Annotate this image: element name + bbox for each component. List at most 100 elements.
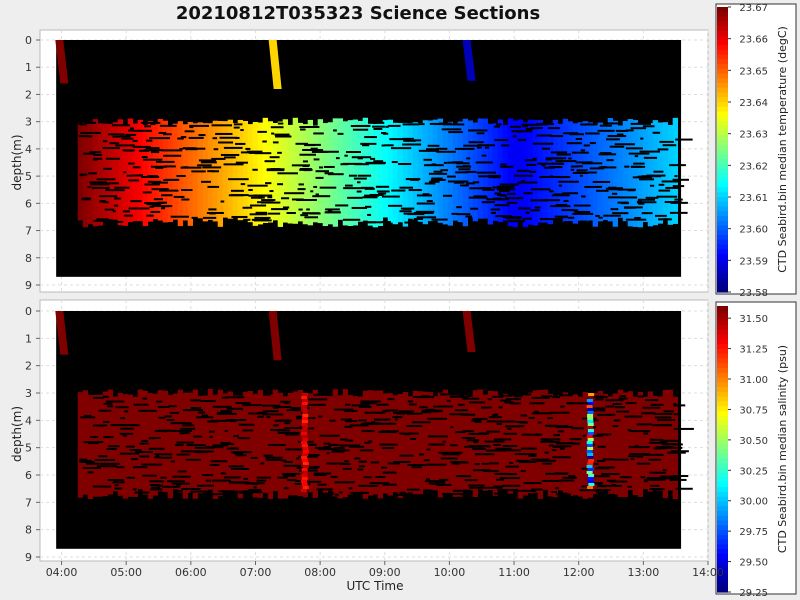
gap (106, 448, 117, 451)
gap (224, 430, 228, 433)
gap (112, 481, 125, 484)
gap (552, 162, 563, 165)
gap (132, 166, 141, 169)
gap (542, 199, 560, 202)
gap (476, 171, 497, 174)
anomaly-cell (586, 486, 593, 489)
gap (103, 402, 113, 405)
colorbar-tick-label: 30.50 (739, 436, 768, 447)
gap (387, 124, 401, 127)
gap (500, 194, 508, 197)
colorbar-tick-label: 23.59 (739, 256, 768, 267)
gap (181, 189, 193, 192)
gap (431, 177, 443, 180)
layer-cell (77, 122, 84, 221)
gap (640, 137, 644, 140)
colorbar-swatch (717, 168, 728, 174)
gap (269, 190, 274, 193)
colorbar-swatch (717, 410, 728, 417)
gap (624, 415, 643, 418)
gap (488, 176, 501, 179)
gap (248, 188, 253, 191)
gap (296, 198, 317, 201)
gap (230, 194, 249, 197)
gap (500, 163, 507, 166)
layer-cell (522, 122, 529, 228)
gap (399, 210, 412, 213)
gap (177, 470, 187, 473)
gap (454, 147, 475, 150)
layer-cell (307, 119, 314, 226)
gap (139, 455, 150, 458)
gap (576, 165, 583, 168)
gap (170, 411, 180, 414)
gap (525, 128, 534, 131)
gap (190, 407, 201, 410)
gap (375, 476, 386, 479)
gap (642, 406, 661, 409)
anomaly-cell (300, 489, 307, 492)
anomaly-cell (588, 474, 595, 477)
gap (570, 168, 575, 171)
anomaly-cell (587, 423, 594, 426)
gap (157, 406, 170, 409)
colorbar-swatch (717, 16, 728, 22)
gap (194, 446, 215, 449)
gap (606, 159, 614, 162)
gap (262, 140, 267, 143)
gap (318, 415, 323, 418)
gap (376, 403, 389, 406)
gap (575, 161, 593, 164)
gap (345, 151, 362, 154)
colorbar-tick-label: 23.58 (739, 288, 768, 299)
gap (465, 182, 476, 185)
colorbar-swatch (717, 491, 728, 498)
gap (228, 465, 245, 468)
gap (439, 478, 449, 481)
gap (200, 400, 216, 403)
gap (609, 145, 625, 148)
colorbar-tick-label: 31.00 (739, 375, 768, 386)
gap (304, 144, 315, 147)
gap (589, 167, 605, 170)
gap (451, 453, 456, 456)
gap (607, 135, 627, 138)
layer-cell (292, 391, 299, 496)
gap (618, 397, 628, 400)
layer-cell (102, 123, 109, 221)
gap (625, 218, 647, 221)
gap (625, 129, 634, 132)
gap (233, 123, 243, 126)
gap (201, 180, 211, 183)
gap (151, 203, 161, 206)
gap (421, 411, 432, 414)
gap (505, 398, 521, 401)
gap (277, 172, 298, 175)
gap (414, 211, 434, 214)
layer-cell (147, 393, 154, 499)
gap (645, 430, 651, 433)
gap (303, 169, 311, 172)
y-tick-label: 4 (25, 143, 32, 156)
colorbar-swatch (717, 577, 728, 584)
colorbar-swatch (717, 287, 728, 293)
gap (492, 414, 498, 417)
gap (123, 214, 134, 217)
layer-cell (162, 120, 169, 223)
gap (330, 475, 338, 478)
layer-cell (422, 391, 429, 490)
gap (652, 131, 661, 134)
anomaly-cell (587, 429, 594, 432)
gap (313, 472, 331, 475)
gap (407, 400, 414, 403)
layer-cell (307, 393, 314, 493)
gap (82, 459, 92, 462)
gap (504, 197, 524, 200)
gap (107, 182, 119, 185)
layer-cell (132, 123, 139, 222)
gap (597, 485, 607, 488)
layer-cell (332, 389, 339, 497)
gap (581, 195, 586, 198)
gap (93, 157, 103, 160)
colorbar-swatch (717, 30, 728, 37)
